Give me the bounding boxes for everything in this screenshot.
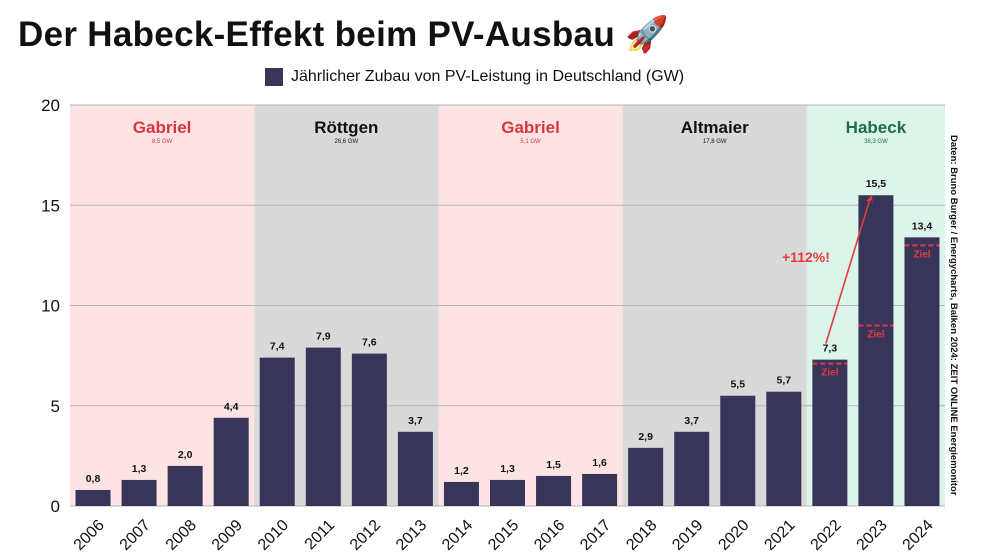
data-label: 2,9 [638,431,653,443]
period-name: Altmaier [681,118,749,137]
x-tick-label: 2013 [393,517,430,554]
bar [812,359,848,506]
bar [628,447,664,506]
x-tick-label: 2017 [577,517,614,554]
source-note: Daten: Bruno Burger / Energycharts, Balk… [948,135,959,496]
x-tick-label: 2024 [900,517,937,554]
data-label: 13,4 [912,220,933,232]
x-tick-label: 2021 [761,517,798,554]
bar [167,465,203,506]
x-tick-label: 2006 [71,517,108,554]
growth-arrow [825,199,871,344]
x-tick-label: 2022 [808,517,845,554]
period-total: 8,5 GW [152,139,173,145]
legend-label: Jährlicher Zubau von PV-Leistung in Deut… [291,68,685,85]
bar [582,473,618,506]
x-tick-label: 2007 [117,517,154,554]
bar [904,237,940,506]
period-name: Gabriel [501,118,560,137]
target-label: Ziel [913,249,930,260]
data-label: 15,5 [866,178,887,190]
period-name: Gabriel [133,118,192,137]
data-label: 2,0 [178,449,193,461]
data-label: 1,3 [500,463,515,475]
data-label: 7,9 [316,331,331,343]
x-tick-label: 2010 [255,517,292,554]
y-tick-label: 15 [41,196,60,215]
data-label: 5,7 [777,375,792,387]
data-label: 1,3 [132,463,147,475]
period-total: 5,1 GW [520,139,541,145]
bar [259,357,295,506]
data-label: 1,5 [546,459,561,471]
bar [351,353,387,506]
y-tick-label: 0 [51,497,60,516]
bar [490,479,525,506]
data-label: 3,7 [408,415,423,427]
x-tick-label: 2023 [854,517,891,554]
x-tick-label: 2008 [163,517,200,554]
bar [443,481,479,506]
bar [75,489,111,506]
x-tick-label: 2019 [669,517,706,554]
bar [397,431,433,506]
x-tick-label: 2014 [439,517,476,554]
target-label: Ziel [867,330,884,341]
period-total: 26,6 GW [334,139,358,145]
bar [858,195,894,506]
bar [305,347,341,506]
y-tick-label: 20 [41,96,60,115]
data-label: 4,4 [224,401,239,413]
data-label: 7,3 [823,343,838,355]
data-label: 0,8 [86,473,101,485]
data-label: 5,5 [730,379,745,391]
x-tick-label: 2011 [302,517,338,553]
x-tick-label: 2015 [485,517,522,554]
period-name: Röttgen [314,118,378,137]
data-label: 1,6 [592,457,607,469]
x-tick-label: 2016 [531,517,568,554]
period-total: 36,3 GW [864,139,888,145]
x-tick-label: 2009 [209,517,246,554]
legend: Jährlicher Zubau von PV-Leistung in Deut… [265,68,684,86]
bar [121,479,157,506]
bar [720,395,756,506]
growth-annotation: +112%! [782,249,830,265]
data-label: 7,4 [270,341,285,353]
period-total: 17,8 GW [703,139,727,145]
x-tick-label: 2018 [623,517,660,554]
data-label: 7,6 [362,337,377,349]
target-label: Ziel [821,368,838,379]
legend-swatch [265,68,283,86]
data-label: 3,7 [684,415,699,427]
x-tick-label: 2020 [715,517,752,554]
bar [536,475,572,506]
period-name: Habeck [846,118,907,137]
data-label: 1,2 [454,465,469,477]
arrow-head [865,195,873,207]
bar [766,391,802,506]
bar [674,431,710,506]
y-tick-label: 10 [41,297,60,316]
bar [213,417,249,506]
chart-title: Der Habeck-Effekt beim PV-Ausbau 🚀 [18,15,669,54]
x-tick-label: 2012 [347,517,384,554]
y-tick-label: 5 [51,397,60,416]
